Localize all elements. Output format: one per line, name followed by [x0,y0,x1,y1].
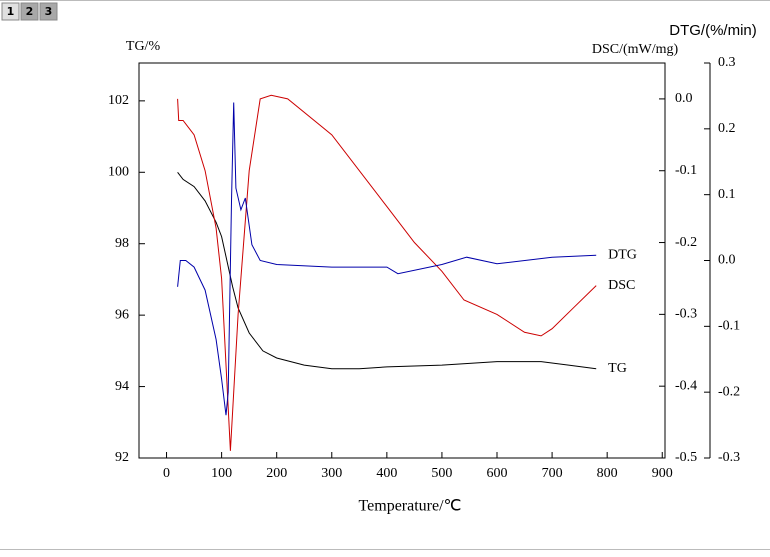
y3-tick-label: 0.3 [718,55,736,70]
y3-tick-label: -0.3 [718,450,740,465]
y3-axis-title: DTG/(%/min) [669,22,757,39]
y2-tick-label: -0.3 [675,307,697,322]
plot-frame [138,62,666,459]
y2-tick-label: -0.5 [675,450,697,465]
x-tick-label: 200 [266,466,287,481]
y3-tick-label: 0.1 [718,187,736,202]
y-axis-title: TG/% [126,39,161,54]
x-tick-label: 100 [211,466,232,481]
x-tick-label: 300 [321,466,342,481]
tab-label: 1 [7,5,15,18]
y2-axis-title: DSC/(mW/mg) [592,42,679,57]
x-tick-label: 900 [652,466,673,481]
data-line [177,94,597,451]
y3-tick-label: 0.0 [718,253,736,268]
tab-button[interactable] [20,2,39,21]
y-tick-label: 94 [115,379,129,394]
y3-tick-label: 0.2 [718,121,736,136]
y3-tick-label: -0.2 [718,384,740,399]
x-tick-label: 400 [376,466,397,481]
y2-tick-label: -0.2 [675,235,697,250]
y-tick-label: 96 [115,307,129,322]
data-line [177,171,597,370]
y-tick-label: 98 [115,236,129,251]
series-label: DTG [608,247,637,262]
x-tick-label: 500 [431,466,452,481]
x-axis-title: Temperature/℃ [358,498,461,515]
y2-tick-label: -0.1 [675,163,697,178]
y3-tick-label: -0.1 [718,319,740,334]
series-label: TG [608,361,627,376]
tab-label: 3 [45,5,53,18]
y2-tick-label: 0.0 [675,91,693,106]
tab-button[interactable] [1,2,20,21]
y2-tick-label: -0.4 [675,378,697,393]
x-tick-label: 600 [487,466,508,481]
y-tick-label: 102 [108,93,129,108]
x-tick-label: 700 [542,466,563,481]
tab-button[interactable] [39,2,58,21]
tab-label: 2 [26,5,34,18]
y-tick-label: 92 [115,450,129,465]
x-tick-label: 0 [163,466,170,481]
series-label: DSC [608,278,635,293]
data-line [177,102,597,416]
x-tick-label: 800 [597,466,618,481]
y-tick-label: 100 [108,165,129,180]
